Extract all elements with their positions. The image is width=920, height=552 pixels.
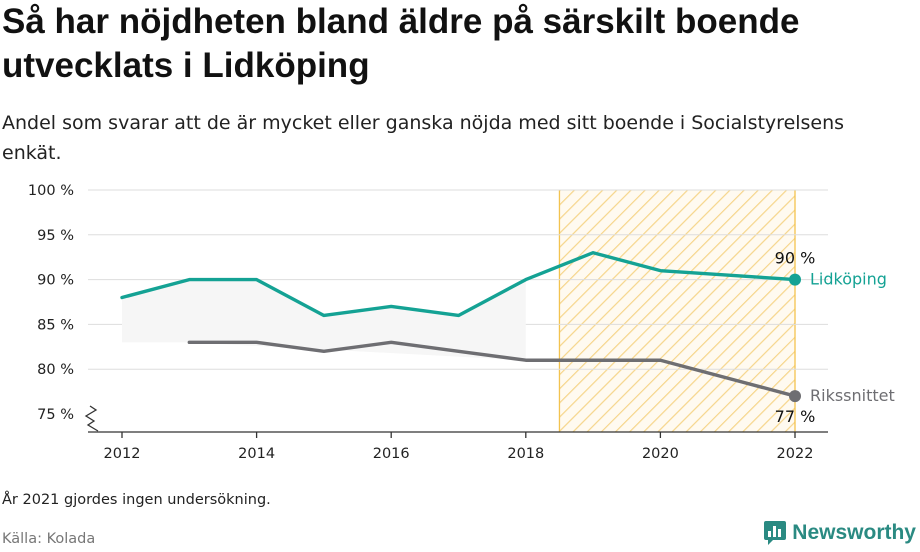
y-tick-label: 95 % <box>37 228 74 244</box>
x-tick-label: 2016 <box>373 446 410 462</box>
x-tick-label: 2022 <box>777 446 814 462</box>
x-tick-label: 2012 <box>104 446 141 462</box>
highlight-band <box>559 190 795 432</box>
series-name-label: Rikssnittet <box>810 386 895 405</box>
x-tick-label: 2018 <box>507 446 544 462</box>
chart-subtitle: Andel som svarar att de är mycket eller … <box>2 112 845 164</box>
y-tick-label: 80 % <box>37 362 74 378</box>
series-line-riket <box>187 340 797 398</box>
x-tick-label: 2020 <box>642 446 679 462</box>
axis-break-icon <box>84 405 99 432</box>
chart-title: Så har nöjdheten bland äldre på särskilt… <box>2 2 800 85</box>
series-value-label: 90 % <box>775 249 816 268</box>
x-tick-label: 2014 <box>238 446 275 462</box>
brand-name: Newsworthy <box>792 521 916 544</box>
y-tick-label: 100 % <box>28 183 74 199</box>
footnote: År 2021 gjordes ingen undersökning. <box>2 492 271 508</box>
series-endpoint <box>789 273 801 286</box>
series-endpoint <box>789 390 801 403</box>
y-tick-label: 85 % <box>37 317 74 333</box>
y-tick-label: 90 % <box>37 273 74 289</box>
series-name-label: Lidköping <box>810 270 887 289</box>
series-value-label: 77 % <box>775 407 816 426</box>
difference-area <box>122 279 526 361</box>
newsworthy-logo-icon <box>764 521 787 545</box>
line-chart: 75 % 80 % 85 % 90 % 95 % 100 % 2012 2014 2016 20… <box>28 183 895 462</box>
source-label: Källa: Kolada <box>2 531 96 547</box>
series-line-lidkoping <box>120 251 797 318</box>
brand-logo: Newsworthy <box>763 520 916 546</box>
y-tick-label: 75 % <box>37 407 74 423</box>
